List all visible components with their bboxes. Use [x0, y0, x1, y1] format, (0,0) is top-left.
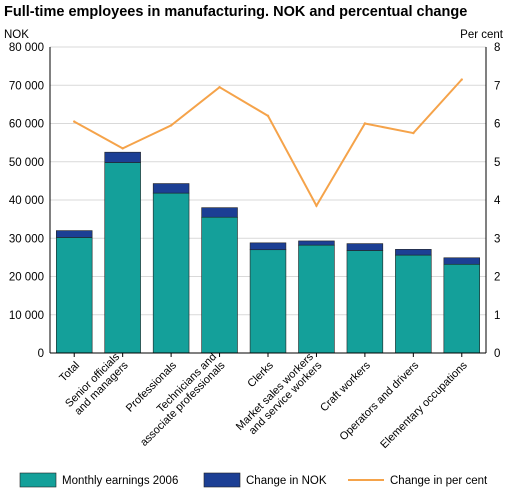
right-axis-ticks: 0 1 2 3 4 5 6 7 8: [494, 42, 501, 360]
line-series: [73, 78, 463, 208]
bar-change-nok: [298, 240, 335, 246]
line-point: [73, 120, 76, 123]
left-axis-label: NOK: [4, 29, 29, 41]
left-axis-ticks: 0 10 000 20 000 30 000 40 000 50 000 60 000 70 …: [9, 42, 44, 360]
category-label: Elementary occupations: [378, 359, 470, 451]
right-tick-label: 5: [494, 157, 500, 169]
bar-change-nok: [395, 249, 432, 256]
legend: Monthly earnings 2006 Change in NOK Change…: [19, 472, 488, 488]
legend-label-change-per-cent: Change in per cent: [390, 475, 488, 487]
left-tick-label: 20 000: [9, 272, 44, 284]
bar-monthly-earnings: [104, 162, 141, 354]
bar-change-nok: [249, 242, 287, 251]
bar-monthly-earnings: [443, 263, 481, 354]
chart-title: Full-time employees in manufacturing. NO…: [4, 4, 467, 20]
legend-swatch-change-nok: [203, 472, 241, 488]
right-tick-label: 8: [494, 42, 500, 54]
bar-monthly-earnings: [249, 249, 287, 354]
category-label: Operators and drivers: [338, 359, 422, 443]
category-label-line: Craft workers: [318, 359, 373, 414]
right-tick-label: 3: [494, 233, 500, 245]
line-point: [315, 204, 318, 207]
line-point: [218, 85, 221, 89]
category-label-line: Operators and drivers: [338, 359, 422, 443]
legend-label-monthly-earnings: Monthly earnings 2006: [62, 475, 178, 487]
line-point: [121, 147, 124, 150]
bar-change-nok: [443, 257, 481, 265]
left-tick-label: 80 000: [9, 42, 44, 54]
bars: [55, 151, 481, 354]
left-tick-label: 0: [38, 348, 44, 360]
axes: [49, 47, 487, 357]
bar-monthly-earnings: [298, 244, 335, 354]
right-tick-label: 0: [494, 348, 500, 360]
line-point: [363, 122, 367, 125]
bar-change-nok: [346, 243, 384, 251]
bar-change-nok: [55, 230, 93, 238]
line-point: [169, 124, 173, 127]
left-tick-label: 60 000: [9, 119, 44, 131]
category-label-line: Market sales workers: [234, 351, 316, 433]
bar-change-nok: [201, 207, 238, 218]
left-tick-label: 10 000: [9, 310, 44, 322]
category-label-line: Elementary occupations: [378, 359, 470, 451]
bar-monthly-earnings: [152, 192, 190, 354]
left-tick-label: 50 000: [9, 157, 44, 169]
bar-monthly-earnings: [55, 237, 93, 354]
right-tick-label: 7: [494, 80, 500, 92]
bar-change-nok: [152, 183, 190, 194]
bar-monthly-earnings: [201, 216, 238, 354]
left-tick-label: 30 000: [9, 233, 44, 245]
bar-monthly-earnings: [395, 254, 432, 354]
right-tick-label: 2: [494, 272, 500, 284]
right-tick-label: 4: [494, 195, 501, 207]
line-point: [412, 131, 415, 135]
left-tick-label: 70 000: [9, 80, 44, 92]
category-label: Total: [57, 359, 82, 384]
category-label: Craft workers: [318, 359, 373, 414]
right-tick-label: 1: [494, 310, 500, 322]
right-tick-label: 6: [494, 119, 500, 131]
category-label-line: associate professionals: [138, 359, 228, 449]
right-axis-label: Per cent: [460, 29, 504, 41]
bar-change-nok: [104, 151, 141, 163]
line-point: [266, 114, 270, 118]
legend-label-change-nok: Change in NOK: [246, 475, 327, 487]
category-label-line: Total: [57, 359, 82, 384]
left-tick-label: 40 000: [9, 195, 44, 207]
legend-swatch-monthly-earnings: [19, 472, 57, 488]
bar-monthly-earnings: [346, 250, 384, 354]
line-point: [460, 78, 463, 81]
